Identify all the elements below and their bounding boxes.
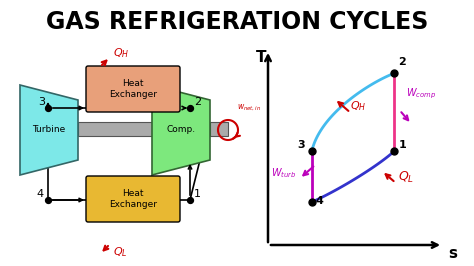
Text: $Q_L$: $Q_L$	[113, 245, 128, 259]
Text: $W_{comp}$: $W_{comp}$	[407, 86, 437, 101]
Point	[186, 106, 194, 110]
Text: GAS REFRIGERATION CYCLES: GAS REFRIGERATION CYCLES	[46, 10, 428, 34]
FancyBboxPatch shape	[86, 176, 180, 222]
Point	[390, 149, 398, 153]
Text: T: T	[256, 51, 266, 65]
Polygon shape	[152, 85, 210, 175]
Text: 1: 1	[399, 140, 407, 150]
Text: 1: 1	[194, 189, 201, 199]
Point	[44, 198, 52, 202]
Text: Comp.: Comp.	[166, 126, 196, 135]
Text: $Q_L$: $Q_L$	[398, 170, 414, 185]
Point	[308, 149, 316, 153]
Bar	[78, 122, 152, 136]
Text: 4: 4	[36, 189, 43, 199]
Text: $Q_H$: $Q_H$	[113, 46, 129, 60]
Text: Turbine: Turbine	[32, 126, 65, 135]
Text: s: s	[448, 246, 457, 260]
Text: 4: 4	[316, 196, 324, 206]
Bar	[210, 122, 228, 136]
Text: 2: 2	[398, 57, 406, 67]
Text: $W_{turb}$: $W_{turb}$	[272, 167, 297, 181]
Point	[186, 198, 194, 202]
Text: 3: 3	[38, 97, 45, 107]
Text: 2: 2	[194, 97, 201, 107]
Point	[390, 71, 398, 76]
Text: Heat
Exchanger: Heat Exchanger	[109, 79, 157, 99]
Text: Heat
Exchanger: Heat Exchanger	[109, 189, 157, 209]
FancyBboxPatch shape	[86, 66, 180, 112]
Text: $Q_H$: $Q_H$	[350, 99, 367, 113]
Text: 3: 3	[298, 140, 305, 150]
Point	[308, 200, 316, 204]
Point	[44, 106, 52, 110]
Text: $w_{net,in}$: $w_{net,in}$	[237, 103, 261, 113]
Polygon shape	[20, 85, 78, 175]
